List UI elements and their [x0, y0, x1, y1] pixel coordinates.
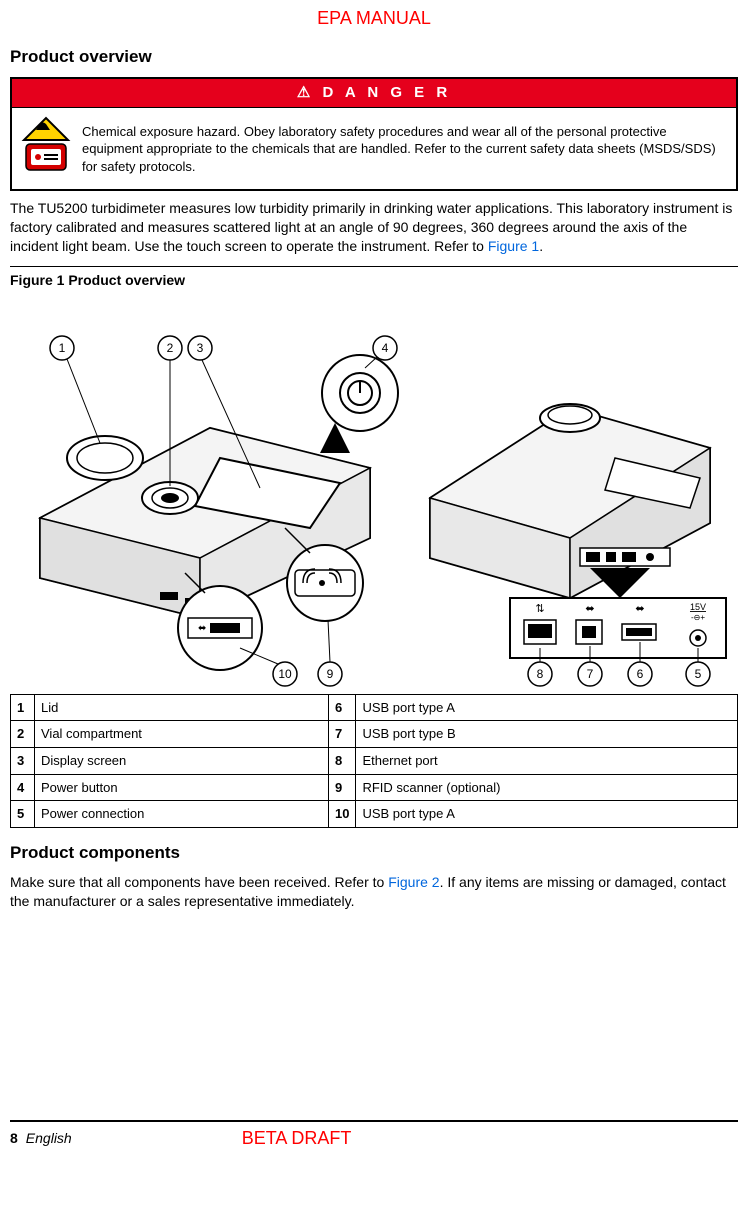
- svg-text:6: 6: [637, 667, 644, 681]
- danger-panel: ⚠ D A N G E R Chemical exposure hazard. …: [10, 77, 738, 191]
- callout-1: 1: [50, 336, 100, 443]
- product-overview-heading: Product overview: [10, 46, 738, 69]
- svg-text:⇅: ⇅: [535, 603, 544, 615]
- svg-text:⬌: ⬌: [585, 603, 594, 615]
- part-label: Lid: [35, 694, 329, 721]
- part-number: 5: [11, 801, 35, 828]
- voltage-label: 15V: [690, 602, 706, 612]
- device-rear-icon: [430, 404, 710, 598]
- part-label: RFID scanner (optional): [356, 774, 738, 801]
- svg-text:8: 8: [537, 667, 544, 681]
- beta-draft-label: BETA DRAFT: [242, 1126, 352, 1150]
- part-label: Vial compartment: [35, 721, 329, 748]
- table-row: 4Power button9RFID scanner (optional): [11, 774, 738, 801]
- part-label: USB port type A: [356, 694, 738, 721]
- svg-text:7: 7: [587, 667, 594, 681]
- part-number: 7: [328, 721, 355, 748]
- part-label: Power connection: [35, 801, 329, 828]
- language-label: English: [26, 1129, 72, 1148]
- part-label: Power button: [35, 774, 329, 801]
- chemical-hazard-icon: [20, 116, 72, 181]
- svg-text:⬌: ⬌: [198, 623, 206, 634]
- table-row: 2Vial compartment7USB port type B: [11, 721, 738, 748]
- figure-1-diagram: ⬌: [10, 298, 738, 688]
- parts-table: 1Lid6USB port type A2Vial compartment7US…: [10, 694, 738, 828]
- danger-label: D A N G E R: [322, 84, 451, 101]
- part-label: USB port type A: [356, 801, 738, 828]
- part-number: 6: [328, 694, 355, 721]
- warning-triangle-icon: ⚠: [297, 84, 314, 101]
- product-components-heading: Product components: [10, 842, 738, 865]
- svg-text:⬌: ⬌: [635, 603, 644, 615]
- part-number: 2: [11, 721, 35, 748]
- danger-body-text: Chemical exposure hazard. Obey laborator…: [82, 123, 728, 176]
- part-number: 9: [328, 774, 355, 801]
- svg-text:10: 10: [278, 667, 292, 681]
- svg-text:3: 3: [197, 341, 204, 355]
- svg-text:4: 4: [382, 341, 389, 355]
- overview-text-pre: The TU5200 turbidimeter measures low tur…: [10, 200, 732, 254]
- table-row: 5Power connection10USB port type A: [11, 801, 738, 828]
- svg-text:1: 1: [59, 341, 66, 355]
- callout-9: 9: [318, 620, 342, 686]
- power-button-detail-icon: [320, 355, 398, 453]
- part-number: 1: [11, 694, 35, 721]
- epa-manual-header: EPA MANUAL: [10, 0, 738, 40]
- polarity-label: -⊖+: [691, 613, 705, 622]
- figure-2-link[interactable]: Figure 2: [388, 874, 439, 890]
- svg-text:9: 9: [327, 667, 334, 681]
- danger-header: ⚠ D A N G E R: [12, 79, 736, 107]
- part-number: 10: [328, 801, 355, 828]
- part-label: USB port type B: [356, 721, 738, 748]
- table-row: 3Display screen8Ethernet port: [11, 748, 738, 775]
- components-text-pre: Make sure that all components have been …: [10, 874, 388, 890]
- table-row: 1Lid6USB port type A: [11, 694, 738, 721]
- part-number: 4: [11, 774, 35, 801]
- page-footer: 8 English BETA DRAFT: [10, 1120, 738, 1150]
- svg-text:5: 5: [695, 667, 702, 681]
- figure-1-link[interactable]: Figure 1: [488, 238, 539, 254]
- figure-1-title: Figure 1 Product overview: [10, 266, 738, 290]
- overview-text-post: .: [539, 238, 543, 254]
- port-panel-icon: ⇅ ⬌ ⬌ 15V -⊖+: [510, 598, 726, 658]
- overview-paragraph: The TU5200 turbidimeter measures low tur…: [10, 199, 738, 256]
- svg-text:2: 2: [167, 341, 174, 355]
- part-number: 8: [328, 748, 355, 775]
- part-label: Display screen: [35, 748, 329, 775]
- part-number: 3: [11, 748, 35, 775]
- components-paragraph: Make sure that all components have been …: [10, 873, 738, 911]
- page-number: 8: [10, 1129, 18, 1148]
- part-label: Ethernet port: [356, 748, 738, 775]
